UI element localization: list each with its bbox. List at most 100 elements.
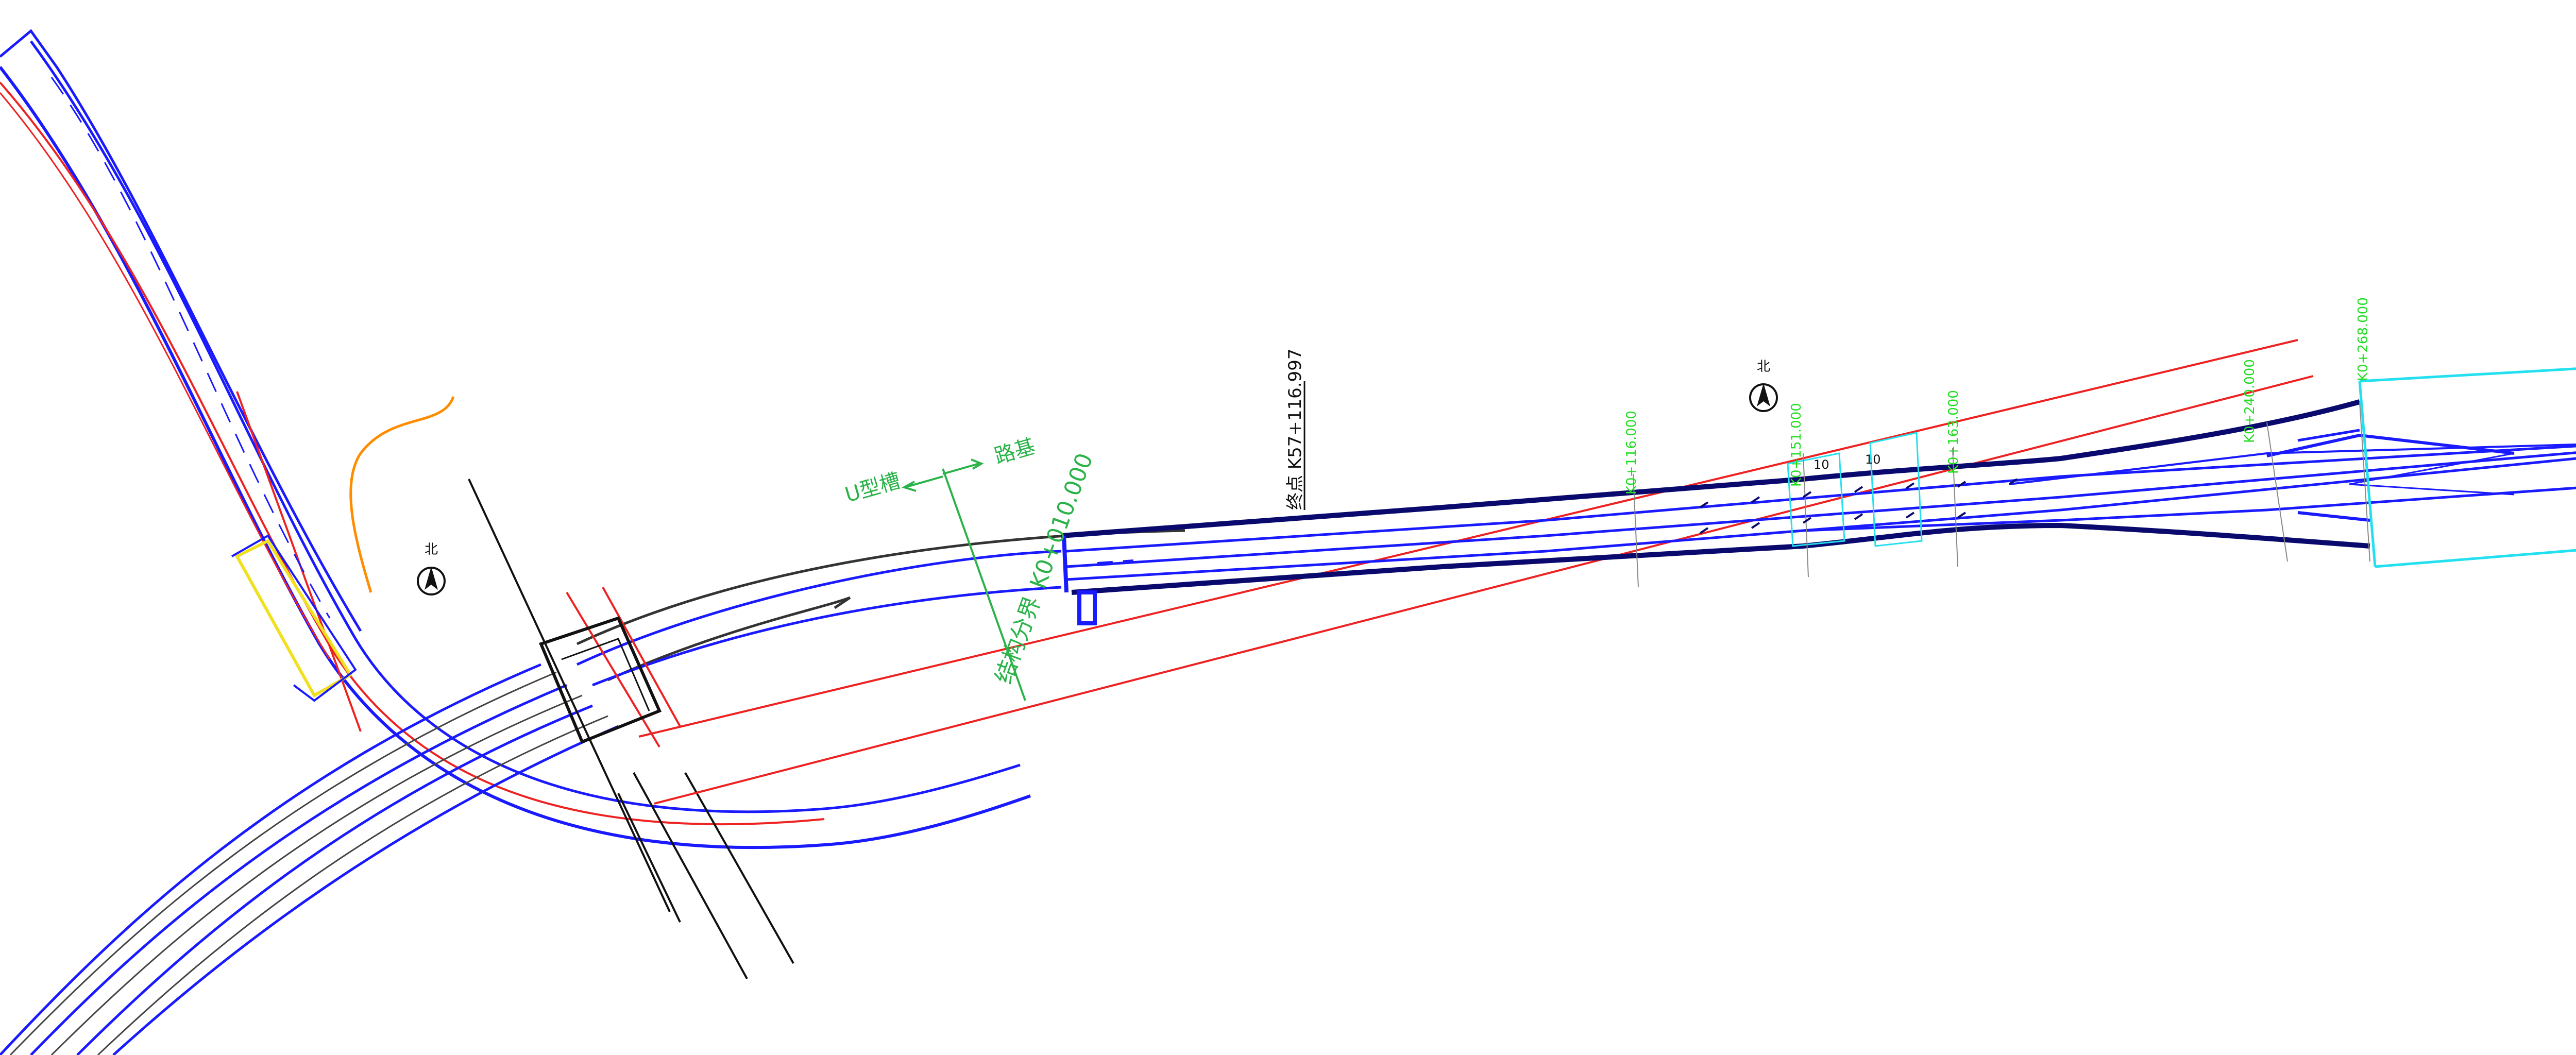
crossing-box-inner [561, 638, 650, 711]
cross-line-2 [633, 772, 748, 979]
lane-markers [1699, 478, 2018, 534]
lower-road-blue-2 [30, 684, 567, 1055]
endpoint-station-label: 终点 K57+116.997 [1285, 349, 1306, 510]
highway-lane-4 [1803, 486, 2576, 532]
north-arrow-left: 北 [417, 542, 446, 595]
main-red-lines [638, 339, 2314, 805]
lower-road-blue-3 [76, 704, 593, 1055]
cross-line-3 [684, 772, 794, 964]
lower-road-gray-1 [9, 671, 557, 1055]
station-k0-240: K0+240.000 [2242, 359, 2258, 443]
dimension-ten-b: 10 [1865, 452, 1881, 467]
highway-upper-edge [1061, 399, 2361, 538]
tick-163 [1952, 448, 1958, 567]
north-arrow-right: 北 [1749, 359, 1778, 412]
lane-marker [1751, 522, 1760, 529]
main-highway [1061, 399, 2576, 595]
connector-lower-b [834, 596, 851, 609]
yellow-parcel [231, 534, 357, 702]
structure-split-station: K0+010.000 [1025, 450, 1098, 592]
tick-116 [1633, 473, 1639, 588]
u-trough-dash [1097, 559, 1134, 566]
lane-marker [1802, 491, 1812, 498]
lane-marker [1905, 482, 1915, 489]
tick-240 [2266, 422, 2288, 562]
cross-line-red-2 [602, 587, 681, 727]
station-k0-268: K0+268.000 [2355, 297, 2371, 381]
red-line-lower [654, 375, 2314, 805]
lower-road-gray-2 [50, 694, 583, 1055]
u-trough-small-box [1077, 590, 1097, 625]
split-line [942, 468, 1026, 701]
curve-center-red-b [0, 92, 331, 660]
cross-line-4 [617, 793, 681, 923]
structure-split-text: 结构分界 [990, 593, 1046, 687]
lane-marker [2008, 478, 2018, 485]
cyan-box-a [1787, 452, 1845, 547]
red-line-upper [638, 339, 2298, 738]
highway-lower-edge [1071, 522, 2370, 595]
u-trough-outline [1062, 535, 1069, 593]
lower-road-blue-1 [0, 663, 541, 1055]
curve-left-border-outline [0, 29, 362, 632]
lower-road-blue-4 [112, 725, 619, 1055]
crossing-box [538, 616, 662, 744]
connector-blue-low [592, 586, 1062, 687]
highway-ramp-lower [2297, 511, 2370, 522]
crossing-lines [468, 479, 794, 979]
lane-marker [1957, 481, 1967, 488]
u-trough-box [1062, 535, 1134, 625]
lane-marker [1957, 512, 1967, 519]
split-arrow-right [942, 463, 979, 475]
tick-268 [2359, 401, 2370, 562]
station-k0-116: K0+116.000 [1624, 411, 1639, 495]
connector-curves [576, 529, 1185, 687]
u-trough-label: U型槽 [842, 469, 903, 507]
highway-lane-5 [2009, 443, 2576, 485]
lane-marker [1854, 513, 1863, 520]
north-label-right: 北 [1757, 359, 1770, 375]
lower-left-roads [0, 663, 619, 1055]
north-arrow-pointer [1757, 383, 1770, 406]
cyan-structures [1787, 367, 2576, 568]
station-ticks [1633, 401, 2370, 588]
split-arrowhead-right [971, 458, 984, 470]
cyan-portal-right [2358, 367, 2576, 568]
split-arrow-left [906, 475, 943, 488]
split-arrowhead-left [901, 481, 917, 492]
lane-marker [1699, 527, 1709, 534]
lane-marker [1905, 512, 1915, 519]
lower-road-gray-3 [97, 715, 608, 1055]
curve-outer-left-edge [0, 66, 1031, 849]
yellow-parcel-blue-frame [231, 534, 357, 702]
station-k0-163: K0+163.000 [1946, 390, 1961, 474]
highway-lane-1 [1066, 445, 2576, 553]
dimension-ten-a: 10 [1814, 457, 1829, 472]
connector-lower [607, 596, 851, 682]
crossing-box-outline [538, 616, 662, 744]
yellow-parcel-outline [234, 539, 353, 698]
tick-151 [1803, 453, 1809, 577]
lane-marker [1802, 517, 1812, 524]
highway-ramp-upper-b [2297, 429, 2360, 442]
cyan-box-b [1869, 432, 1923, 547]
north-label-left: 北 [425, 542, 438, 557]
curve-center-red-a [0, 81, 825, 826]
curve-inner-dash [50, 77, 331, 619]
cross-line-red-1 [566, 591, 660, 748]
subgrade-label: 路基 [992, 434, 1038, 468]
curve-inner-left-edge [29, 40, 1021, 813]
highway-lane-2 [1066, 451, 2576, 568]
structure-split-marker [901, 458, 1026, 701]
highway-ramp-upper [2266, 433, 2515, 457]
lane-marker [1854, 486, 1863, 493]
orange-boundary-curve [349, 396, 455, 593]
structure-split-label: 结构分界K0+010.000 [990, 450, 1098, 687]
cross-line-1 [468, 479, 671, 912]
station-k0-151: K0+151.000 [1789, 403, 1804, 487]
lane-marker [1699, 501, 1709, 508]
lane-marker [1751, 496, 1760, 503]
left-curve-road [0, 29, 1031, 849]
highway-cross-lane [2349, 452, 2515, 496]
